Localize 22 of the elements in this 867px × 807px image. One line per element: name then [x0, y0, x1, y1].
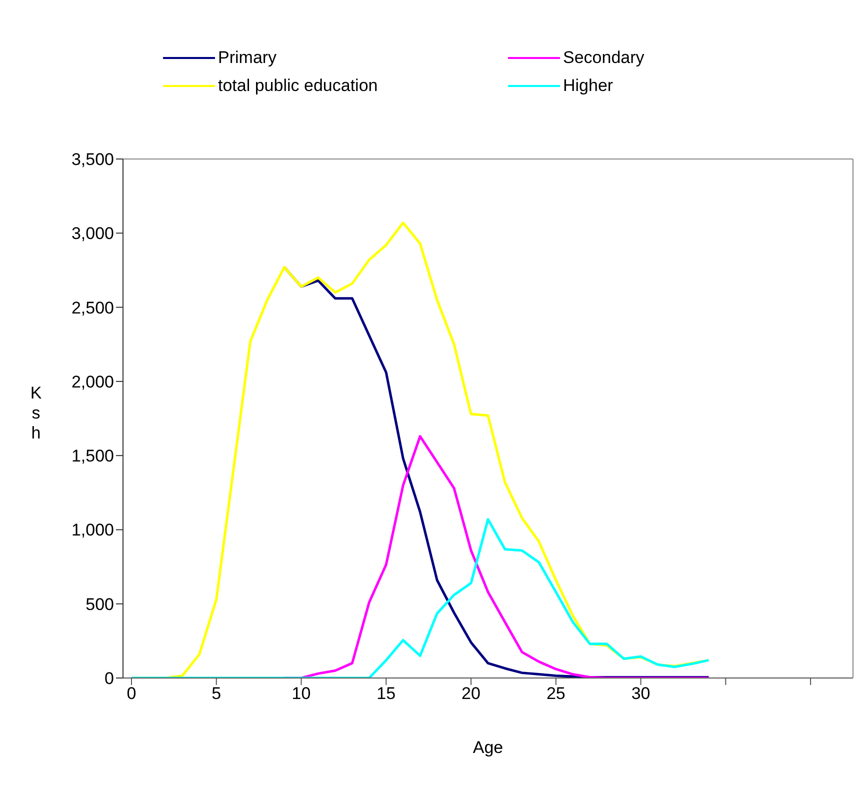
y-tick-label: 2,500: [71, 298, 114, 318]
y-axis-title: Ksh: [30, 384, 42, 442]
x-tick-label: 5: [212, 684, 222, 704]
legend-label: Secondary: [563, 48, 644, 68]
x-tick-label: 20: [462, 684, 480, 704]
x-tick-label: 10: [292, 684, 311, 704]
line-series: [130, 518, 710, 678]
x-tick-label: 30: [631, 684, 650, 704]
x-tick-label: 15: [376, 684, 396, 704]
legend-label: Higher: [563, 76, 614, 96]
x-axis-title: Age: [472, 738, 504, 757]
y-tick-label: 3,500: [71, 150, 114, 170]
y-tick-label: 3,000: [71, 224, 114, 244]
x-tick-label: 25: [546, 684, 566, 704]
x-tick-label: 0: [126, 684, 136, 704]
legend-label: Primary: [218, 48, 277, 68]
legend-label: total public education: [218, 76, 378, 96]
y-tick-label: 0: [104, 669, 114, 688]
y-tick-label: 500: [86, 594, 114, 614]
y-tick-label: 2,000: [71, 372, 114, 392]
y-tick-label: 1,500: [71, 446, 114, 466]
y-tick-label: 1,000: [71, 520, 114, 540]
